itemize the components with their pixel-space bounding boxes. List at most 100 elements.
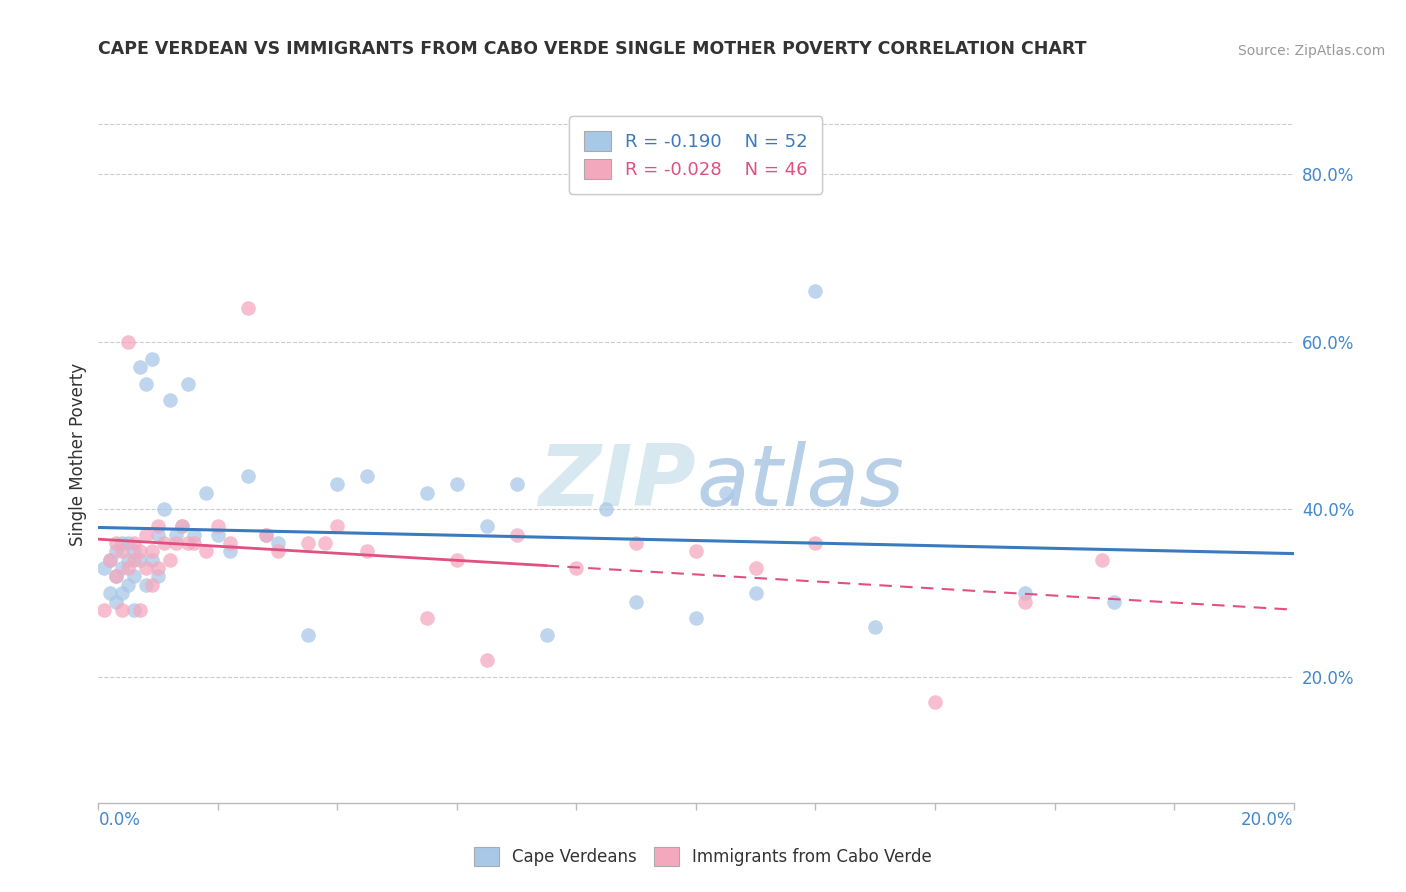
Text: atlas: atlas [696,442,904,524]
Point [194,485,218,500]
Point [804,536,827,550]
Text: Source: ZipAtlas.com: Source: ZipAtlas.com [1237,44,1385,58]
Point [865,620,887,634]
Point [93,561,115,575]
Point [165,527,187,541]
Point [141,544,163,558]
Point [141,578,163,592]
Point [1014,586,1036,600]
Point [117,334,139,349]
Point [267,544,290,558]
Point [148,519,170,533]
Point [141,351,163,366]
Point [129,359,152,374]
Point [924,695,946,709]
Point [219,536,242,550]
Point [124,544,146,558]
Point [153,502,176,516]
Point [315,536,337,550]
Text: 0.0%: 0.0% [98,811,141,829]
Point [177,376,200,391]
Point [105,569,128,583]
Point [297,628,319,642]
Point [148,527,170,541]
Point [135,561,157,575]
Point [177,536,200,550]
Point [475,653,498,667]
Point [254,527,277,541]
Point [236,468,259,483]
Point [111,544,134,558]
Point [98,552,122,566]
Point [254,527,277,541]
Point [129,552,152,566]
Point [685,544,707,558]
Point [172,519,194,533]
Point [159,552,181,566]
Point [685,611,707,625]
Point [236,301,259,316]
Point [135,376,157,391]
Point [207,527,229,541]
Point [148,561,170,575]
Point [356,544,378,558]
Point [129,603,152,617]
Point [111,536,134,550]
Point [446,477,468,491]
Text: 20.0%: 20.0% [1241,811,1294,829]
Point [416,611,439,625]
Point [326,477,349,491]
Point [129,544,152,558]
Point [111,586,134,600]
Point [745,586,768,600]
Y-axis label: Single Mother Poverty: Single Mother Poverty [69,363,87,547]
Text: ZIP: ZIP [538,442,696,524]
Point [135,527,157,541]
Point [172,519,194,533]
Point [124,603,146,617]
Point [124,569,146,583]
Point [141,552,163,566]
Point [714,485,737,500]
Point [159,393,181,408]
Point [93,603,115,617]
Point [267,536,290,550]
Point [135,578,157,592]
Point [624,536,647,550]
Legend: R = -0.190    N = 52, R = -0.028    N = 46: R = -0.190 N = 52, R = -0.028 N = 46 [569,116,823,194]
Point [297,536,319,550]
Point [105,594,128,608]
Point [183,536,205,550]
Point [117,552,139,566]
Point [105,544,128,558]
Point [595,502,617,516]
Point [219,544,242,558]
Point [1104,594,1126,608]
Point [165,536,187,550]
Point [506,477,529,491]
Point [105,536,128,550]
Point [536,628,558,642]
Point [475,519,498,533]
Point [117,578,139,592]
Point [326,519,349,533]
Point [111,603,134,617]
Point [624,594,647,608]
Point [153,536,176,550]
Point [745,561,768,575]
Point [98,552,122,566]
Point [416,485,439,500]
Point [117,561,139,575]
Point [148,569,170,583]
Point [98,586,122,600]
Point [565,561,588,575]
Point [124,536,146,550]
Point [804,285,827,299]
Point [117,536,139,550]
Text: CAPE VERDEAN VS IMMIGRANTS FROM CABO VERDE SINGLE MOTHER POVERTY CORRELATION CHA: CAPE VERDEAN VS IMMIGRANTS FROM CABO VER… [98,40,1087,58]
Point [183,527,205,541]
Point [356,468,378,483]
Point [111,561,134,575]
Legend: Cape Verdeans, Immigrants from Cabo Verde: Cape Verdeans, Immigrants from Cabo Verd… [465,838,941,875]
Point [194,544,218,558]
